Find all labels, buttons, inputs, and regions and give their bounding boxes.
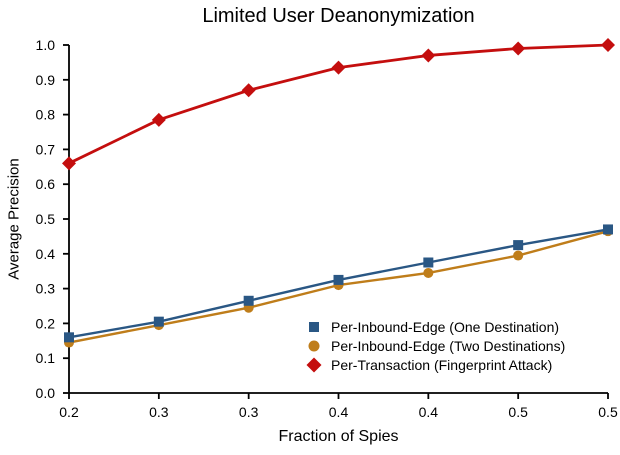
x-tick-label: 0.5: [508, 404, 528, 420]
series-0-marker: [423, 257, 434, 268]
x-axis-label: Fraction of Spies: [278, 428, 399, 445]
y-tick-label: 0.0: [36, 385, 56, 401]
y-tick-label: 0.8: [36, 107, 56, 123]
chart-title: Limited User Deanonymization: [202, 5, 475, 27]
legend-item: Per-Inbound-Edge (Two Destinations): [306, 336, 565, 355]
series-0-marker: [243, 295, 254, 306]
series-0-marker: [333, 274, 344, 285]
series-0-marker: [64, 332, 74, 343]
square-legend-marker-icon: [309, 321, 319, 332]
series-0-marker: [603, 224, 613, 235]
legend-label: Per-Transaction (Fingerprint Attack): [331, 356, 553, 373]
series-1-marker: [423, 267, 434, 278]
series-0-marker: [513, 240, 524, 251]
series-2-marker: [151, 112, 166, 127]
x-tick-label: 0.4: [329, 404, 349, 420]
y-tick-label: 0.2: [36, 315, 56, 331]
series-2-marker: [421, 48, 436, 63]
y-tick-label: 0.1: [36, 350, 56, 366]
legend-label: Per-Inbound-Edge (Two Destinations): [331, 337, 566, 354]
series-2-marker: [331, 60, 346, 75]
y-tick-label: 0.7: [36, 141, 56, 157]
y-tick-label: 0.9: [36, 72, 56, 88]
circle-legend-marker-icon: [308, 340, 320, 351]
series-2-marker: [601, 38, 615, 52]
x-tick-label: 0.4: [419, 404, 439, 420]
y-tick-label: 0.3: [36, 281, 56, 297]
x-tick-label: 0.3: [149, 404, 169, 420]
legend-label: Per-Inbound-Edge (One Destination): [331, 318, 560, 335]
y-tick-label: 0.4: [36, 246, 56, 262]
series-2-marker: [62, 156, 76, 171]
diamond-legend-marker-icon: [306, 357, 322, 372]
y-tick-label: 0.5: [36, 211, 56, 227]
y-tick-label: 1.0: [36, 37, 56, 53]
legend-item: Per-Inbound-Edge (One Destination): [306, 317, 565, 336]
series-2-marker: [241, 83, 256, 98]
series-2-marker: [511, 41, 526, 56]
series-0-marker: [153, 316, 164, 327]
x-tick-label: 0.5: [598, 404, 618, 420]
y-tick-label: 0.6: [36, 176, 56, 192]
series-1-marker: [513, 250, 524, 261]
legend: Per-Inbound-Edge (One Destination) Per-In…: [306, 317, 565, 374]
legend-item: Per-Transaction (Fingerprint Attack): [306, 355, 565, 374]
x-tick-label: 0.2: [59, 404, 79, 420]
x-tick-label: 0.3: [239, 404, 259, 420]
